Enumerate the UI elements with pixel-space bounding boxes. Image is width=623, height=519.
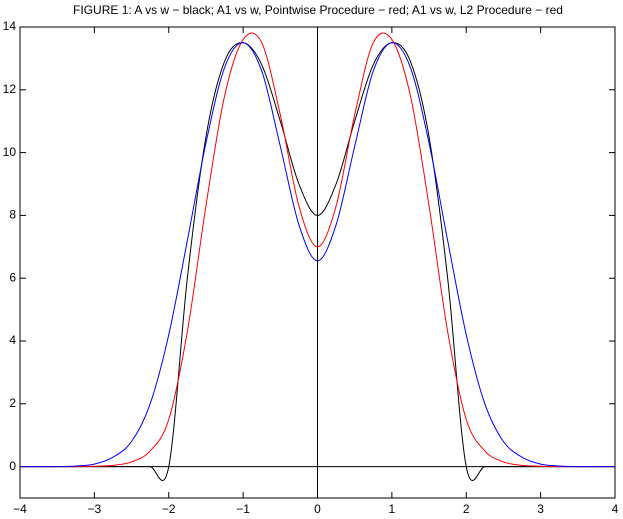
y-tick-label: 4 [9,333,16,347]
x-tick-label: −3 [88,502,102,516]
line-series [20,42,615,482]
x-tick-label: 4 [612,502,619,516]
x-tick-label: −2 [162,502,176,516]
y-tick-label: 8 [9,208,16,222]
y-tick-label: 14 [3,19,17,33]
x-tick-label: 1 [389,502,396,516]
x-tick-label: 2 [463,502,470,516]
y-tick-label: 0 [9,459,16,473]
y-tick-label: 2 [9,396,16,410]
line-series [20,42,615,468]
line-series [20,32,615,468]
x-tick-label: −4 [13,502,27,516]
x-tick-label: 3 [537,502,544,516]
x-tick-label: 0 [314,502,321,516]
chart-title: FIGURE 1: A vs w − black; A1 vs w, Point… [73,3,563,17]
y-tick-label: 6 [9,270,16,284]
x-tick-label: −1 [236,502,250,516]
y-tick-label: 12 [3,82,17,96]
y-tick-label: 10 [3,145,17,159]
